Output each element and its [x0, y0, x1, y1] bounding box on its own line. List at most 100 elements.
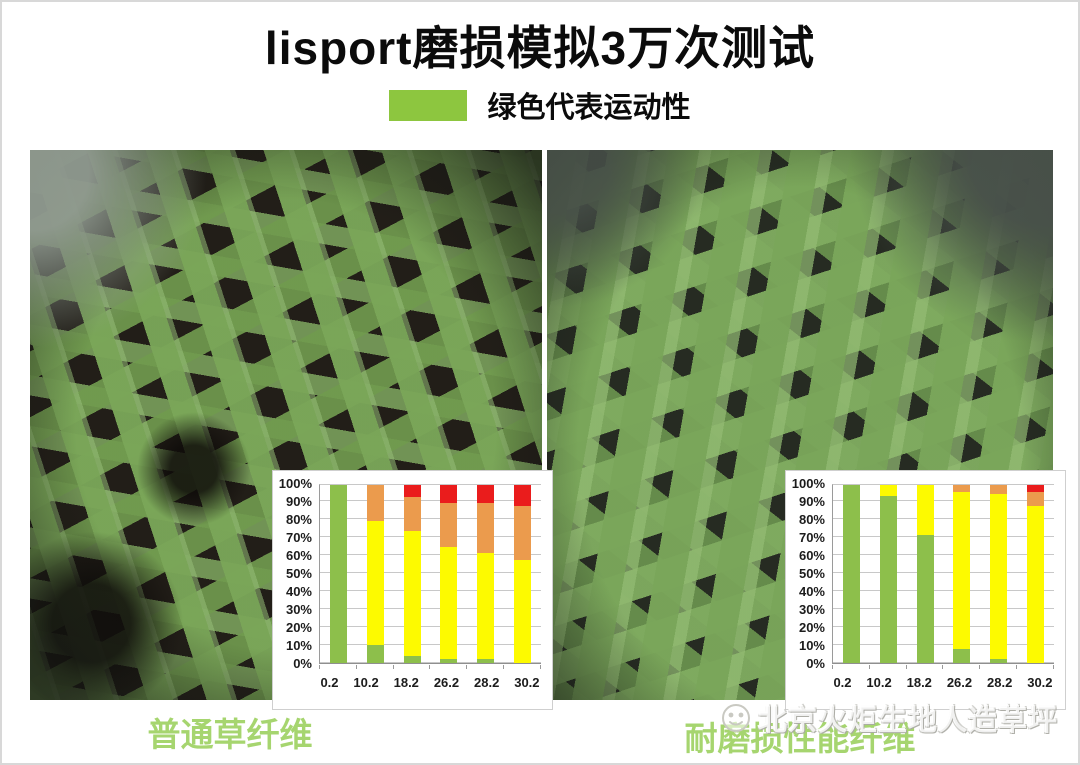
y-tick-label: 10%	[798, 638, 825, 653]
stacked-bar-18.2	[916, 485, 934, 663]
stacked-bar-18.2	[403, 485, 421, 663]
stacked-bar-30.2	[1027, 485, 1045, 663]
bar-segment-green	[440, 659, 458, 663]
y-tick-label: 60%	[798, 548, 825, 563]
axis-tick	[1052, 665, 1054, 669]
x-tick-label: 10.2	[866, 675, 892, 690]
y-tick-label: 40%	[285, 584, 312, 599]
y-tick-label: 20%	[798, 620, 825, 635]
axis-tick	[392, 665, 394, 669]
x-axis-labels: 0.2 10.2 18.2 26.2 28.2 30.2	[313, 675, 547, 690]
bar-segment-green	[990, 659, 1008, 663]
bar-segment-red	[440, 485, 458, 503]
bar-segment-yellow	[916, 485, 934, 535]
bar-segment-orange	[403, 497, 421, 532]
y-tick-label: 80%	[798, 512, 825, 527]
x-axis-ticks	[319, 665, 541, 669]
left-wear-chart: 100% 90% 80% 70% 60% 50% 40% 30% 20% 10% 0% 0.2 10.…	[272, 470, 553, 710]
green-legend-swatch	[389, 89, 468, 121]
right-wear-chart: 100% 90% 80% 70% 60% 50% 40% 30% 20% 10% 0% 0.2 10.…	[785, 470, 1066, 710]
x-axis-labels: 0.2 10.2 18.2 26.2 28.2 30.2	[826, 675, 1060, 690]
stacked-bar-28.2	[990, 485, 1008, 663]
y-tick-label: 30%	[798, 602, 825, 617]
axis-tick	[979, 665, 981, 669]
bar-segment-orange	[477, 502, 495, 553]
bar-segment-yellow	[1027, 506, 1045, 663]
x-tick-label: 26.2	[433, 675, 460, 690]
left-microscope-photo	[30, 150, 542, 700]
y-tick-label: 100%	[278, 476, 312, 491]
y-tick-label: 0%	[806, 656, 825, 671]
left-photo-caption: 普通草纤维	[147, 716, 313, 753]
y-tick-label: 50%	[798, 566, 825, 581]
bar-segment-green	[916, 534, 934, 663]
stacked-bar-0.2	[329, 485, 347, 663]
axis-tick	[942, 665, 944, 669]
x-tick-label: 10.2	[353, 675, 379, 690]
x-tick-label: 28.2	[987, 675, 1013, 690]
bar-segment-orange	[990, 485, 1008, 494]
y-axis-labels: 100% 90% 80% 70% 60% 50% 40% 30% 20% 10% 0%	[273, 477, 315, 671]
stacked-bar-10.2	[366, 485, 384, 663]
x-tick-label: 18.2	[906, 675, 932, 690]
y-tick-label: 90%	[285, 494, 312, 509]
x-tick-label: 30.2	[514, 675, 540, 690]
bar-segment-green	[953, 648, 971, 663]
y-tick-label: 50%	[285, 566, 312, 581]
y-tick-label: 20%	[285, 620, 312, 635]
axis-tick	[319, 665, 320, 669]
axis-tick	[355, 665, 357, 669]
bar-segment-yellow	[953, 492, 971, 649]
axis-tick	[503, 665, 505, 669]
stacked-bar-0.2	[842, 485, 860, 663]
y-tick-label: 80%	[285, 512, 312, 527]
bar-segment-green	[366, 645, 384, 663]
legend: 绿色代表运动性	[0, 88, 1080, 124]
x-tick-label: 26.2	[946, 675, 973, 690]
x-tick-label: 30.2	[1027, 675, 1053, 690]
bar-segment-green	[403, 655, 421, 663]
bar-segment-yellow	[366, 520, 384, 646]
y-tick-label: 90%	[798, 494, 825, 509]
x-tick-label: 0.2	[833, 675, 852, 690]
stacked-bar-30.2	[514, 485, 532, 663]
stacked-bar-10.2	[879, 485, 897, 663]
bar-segment-orange	[366, 485, 384, 521]
bar-segment-red	[514, 485, 532, 507]
stacked-bar-26.2	[440, 485, 458, 663]
axis-tick	[905, 665, 907, 669]
y-tick-label: 70%	[285, 530, 312, 545]
axis-tick	[868, 665, 870, 669]
x-tick-label: 0.2	[320, 675, 339, 690]
axis-tick	[466, 665, 468, 669]
y-tick-label: 40%	[798, 584, 825, 599]
bar-segment-red	[1027, 485, 1045, 493]
stacked-bar-28.2	[477, 485, 495, 663]
bar-segment-orange	[440, 502, 458, 548]
bar-segment-red	[477, 485, 495, 503]
stacked-bar-26.2	[953, 485, 971, 663]
axis-tick	[429, 665, 431, 669]
bar-segment-orange	[1027, 492, 1045, 507]
bar-segment-orange	[514, 506, 532, 560]
bar-segment-yellow	[879, 485, 897, 496]
y-tick-label: 100%	[791, 476, 825, 491]
bar-segment-yellow	[514, 559, 532, 663]
y-axis-labels: 100% 90% 80% 70% 60% 50% 40% 30% 20% 10% 0%	[786, 477, 828, 671]
bar-segment-yellow	[477, 552, 495, 660]
bar-segment-yellow	[403, 531, 421, 656]
bar-segment-green	[842, 485, 860, 663]
axis-tick	[1016, 665, 1018, 669]
bar-segment-green	[329, 485, 347, 663]
axis-tick	[832, 665, 833, 669]
x-tick-label: 28.2	[474, 675, 500, 690]
bar-segment-green	[477, 659, 495, 663]
y-tick-label: 10%	[285, 638, 312, 653]
bar-segment-yellow	[440, 547, 458, 660]
bar-segment-yellow	[990, 493, 1008, 660]
y-tick-label: 30%	[285, 602, 312, 617]
page-title: lisport磨损模拟3万次测试	[264, 22, 816, 74]
plot-area	[832, 484, 1054, 664]
y-tick-label: 0%	[293, 656, 312, 671]
